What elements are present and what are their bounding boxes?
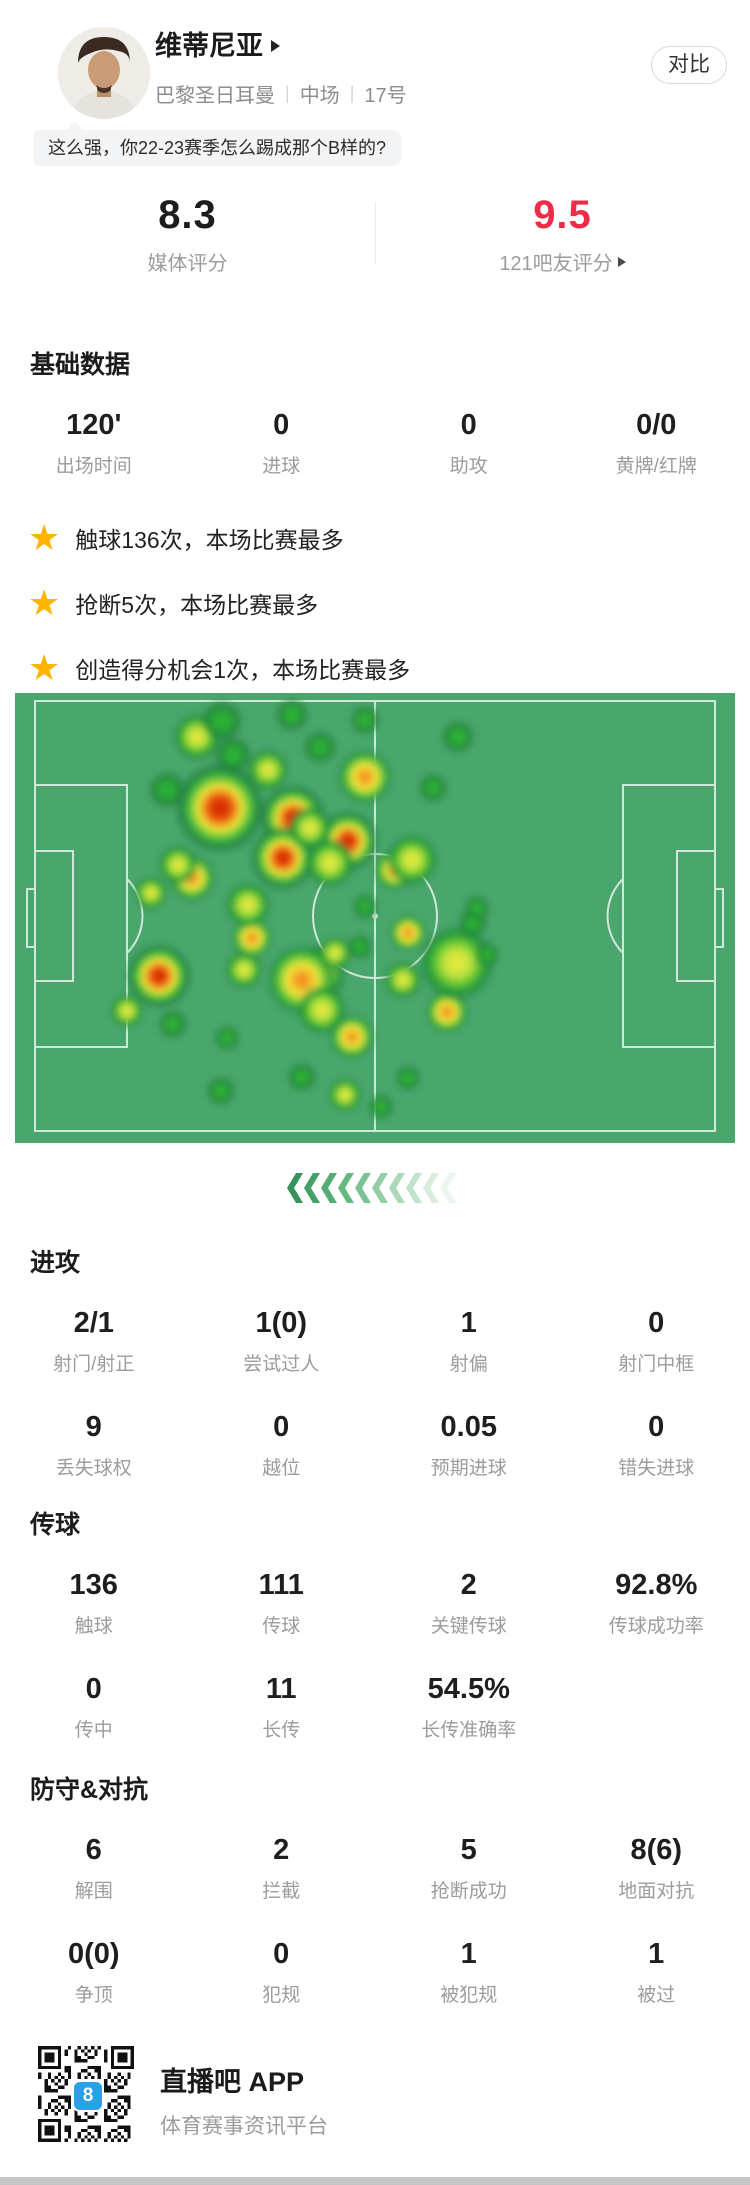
stat-cell: 2/1 射门/射正 <box>53 1307 135 1375</box>
separator: | <box>349 83 355 103</box>
app-name: 直播吧 APP <box>160 2067 305 2097</box>
bubble-text: 这么强，你22-23赛季怎么踢成那个B样的? <box>48 138 387 158</box>
bottom-bar <box>0 2177 750 2185</box>
player-meta: 巴黎圣日耳曼 | 中场 | 17号 <box>155 79 407 108</box>
stat-cell: 11 长传 <box>262 1673 301 1741</box>
attack-direction-arrows <box>0 1172 750 1209</box>
highlight-row: ★ 抢断5次，本场比赛最多 <box>28 581 319 623</box>
compare-button[interactable]: 对比 <box>651 46 727 84</box>
highlight-row: ★ 创造得分机会1次，本场比赛最多 <box>28 646 411 688</box>
fans-rating-label: 121吧友评分 <box>499 247 626 276</box>
stat-cell: 111 传球 <box>258 1569 304 1637</box>
avatar-photo <box>58 27 150 119</box>
player-name-row[interactable]: 维蒂尼亚 <box>155 30 407 62</box>
heatmap-blobs <box>110 698 500 1120</box>
stat-cell: 0 助攻 <box>449 409 488 477</box>
stat-cell: 2 拦截 <box>262 1834 301 1902</box>
ratings-divider <box>375 202 376 264</box>
separator: | <box>285 83 290 103</box>
section-title: 传球 <box>30 1511 81 1539</box>
section-title: 进攻 <box>30 1249 81 1277</box>
app-logo-icon: 8 <box>72 2080 104 2112</box>
ratings-panel: 8.3 媒体评分 9.5 121吧友评分 <box>0 192 750 276</box>
star-icon: ★ <box>28 646 61 688</box>
stat-cell: 0 射门中框 <box>618 1307 695 1375</box>
star-icon: ★ <box>28 516 61 558</box>
stat-cell: 6 解围 <box>74 1834 113 1902</box>
stat-cell: 120' 出场时间 <box>55 409 132 477</box>
player-name: 维蒂尼亚 <box>155 31 263 61</box>
app-tagline: 体育赛事资讯平台 <box>160 2115 328 2138</box>
stat-cell: 5 抢断成功 <box>430 1834 507 1902</box>
stat-cell: 136 触球 <box>69 1569 118 1637</box>
defense-grid: 6 解围 2 拦截 5 抢断成功 8(6) 地面对抗 0(0) 争顶 0 犯规 1 被犯规 1… <box>0 1833 750 2007</box>
basic-grid: 120' 出场时间 0 进球 0 助攻 0/0 黄牌/红牌 <box>0 408 750 478</box>
section-passing: 传球 136 触球 111 传球 2 关键传球 92.8% 传球成功率 0 传中 11 长传… <box>0 1505 750 1742</box>
media-rating-value: 8.3 <box>158 193 217 237</box>
bubble-tail <box>67 121 83 131</box>
stat-cell: 1 被过 <box>637 1938 676 2006</box>
heatmap-pitch <box>15 693 735 1143</box>
highlights: ★ 触球136次，本场比赛最多 ★ 抢断5次，本场比赛最多 ★ 创造得分机会1次… <box>0 505 750 700</box>
fans-rating[interactable]: 9.5 121吧友评分 <box>375 192 750 276</box>
section-basic: 基础数据 120' 出场时间 0 进球 0 助攻 0/0 黄牌/红牌 <box>0 345 750 478</box>
team-name: 巴黎圣日耳曼 <box>155 85 275 107</box>
chevrons-left-icon <box>287 1173 456 1203</box>
app-qr-code <box>38 2046 134 2142</box>
stat-cell: 8(6) 地面对抗 <box>618 1834 695 1902</box>
comment-bubble: 这么强，你22-23赛季怎么踢成那个B样的? <box>33 121 402 166</box>
name-expand-arrow-icon <box>271 40 280 52</box>
stat-cell: 0 错失进球 <box>618 1411 695 1479</box>
passing-grid: 136 触球 111 传球 2 关键传球 92.8% 传球成功率 0 传中 11 长传 54… <box>0 1568 750 1742</box>
stat-cell: 0 进球 <box>262 409 301 477</box>
stat-cell: 1(0) 尝试过人 <box>243 1307 320 1375</box>
section-attack: 进攻 2/1 射门/射正 1(0) 尝试过人 1 射偏 0 射门中框 9 丢失球权 0 越位… <box>0 1243 750 1480</box>
stat-cell: 0 越位 <box>262 1411 301 1479</box>
attack-grid: 2/1 射门/射正 1(0) 尝试过人 1 射偏 0 射门中框 9 丢失球权 0 越位 0.… <box>0 1306 750 1480</box>
player-number: 17号 <box>364 85 407 107</box>
stat-cell: 1 被犯规 <box>440 1938 498 2006</box>
highlight-row: ★ 触球136次，本场比赛最多 <box>28 516 344 558</box>
star-icon: ★ <box>28 581 61 623</box>
section-title: 防守&对抗 <box>30 1776 149 1804</box>
stat-cell: 0 传中 <box>74 1673 113 1741</box>
stat-cell: 2 关键传球 <box>430 1569 507 1637</box>
stat-cell: 9 丢失球权 <box>55 1411 132 1479</box>
avatar[interactable] <box>58 27 150 119</box>
stat-cell: 54.5% 长传准确率 <box>421 1673 517 1741</box>
media-rating-label: 媒体评分 <box>147 253 228 275</box>
section-defense: 防守&对抗 6 解围 2 拦截 5 抢断成功 8(6) 地面对抗 0(0) 争顶 0 犯规 … <box>0 1770 750 2007</box>
section-title: 基础数据 <box>30 351 131 379</box>
player-info: 维蒂尼亚 巴黎圣日耳曼 | 中场 | 17号 <box>155 30 407 108</box>
stat-cell: 0(0) 争顶 <box>67 1938 120 2006</box>
stat-cell: 1 射偏 <box>449 1307 488 1375</box>
fans-rating-value: 9.5 <box>533 193 592 237</box>
fans-rating-arrow-icon <box>617 256 626 267</box>
stat-cell: 92.8% 传球成功率 <box>608 1569 704 1637</box>
stat-cell: 0/0 黄牌/红牌 <box>615 409 697 477</box>
stat-cell: 0.05 预期进球 <box>430 1411 507 1479</box>
player-position: 中场 <box>299 85 340 107</box>
stat-cell: 0 犯规 <box>262 1938 301 2006</box>
media-rating: 8.3 媒体评分 <box>0 192 375 276</box>
